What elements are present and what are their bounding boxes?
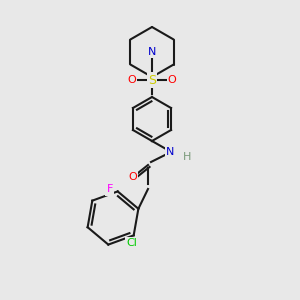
Text: F: F	[106, 184, 113, 194]
Text: O: O	[168, 75, 176, 85]
Text: Cl: Cl	[126, 238, 137, 248]
Text: O: O	[128, 75, 136, 85]
Text: H: H	[183, 152, 191, 162]
Text: N: N	[166, 147, 174, 157]
Text: N: N	[148, 47, 156, 57]
Text: O: O	[129, 172, 137, 182]
Text: S: S	[148, 74, 156, 86]
